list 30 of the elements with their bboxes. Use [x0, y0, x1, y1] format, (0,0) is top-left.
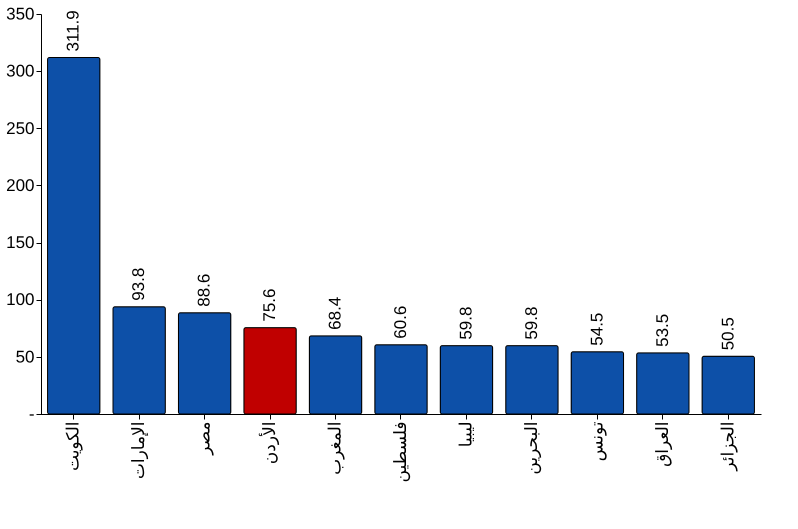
data-label: 59.8	[456, 306, 476, 340]
data-label: 93.8	[129, 268, 148, 301]
data-label: 88.6	[194, 274, 214, 307]
x-tick-label: الكويت	[64, 422, 84, 471]
y-tick-label: 200	[6, 176, 34, 195]
data-label: 75.6	[260, 288, 280, 322]
y-tick-label: 50	[16, 347, 34, 366]
y-tick-label: 100	[6, 290, 34, 310]
data-label: 53.5	[652, 314, 672, 347]
data-label: 68.4	[326, 296, 345, 330]
x-tick-label: الإمارات	[129, 422, 150, 480]
data-label: 60.6	[391, 306, 410, 339]
y-tick-label: 300	[6, 62, 34, 81]
x-tick-label: فلسطين	[391, 422, 411, 482]
y-tick-label: 150	[6, 233, 34, 252]
x-tick-label: ليبيا	[456, 422, 476, 448]
x-tick-label: تونس	[587, 421, 608, 462]
y-tick-label: -	[28, 404, 34, 424]
x-tick-label: الجزائر	[718, 422, 738, 472]
data-label: 54.5	[587, 312, 606, 346]
data-label: 50.5	[718, 317, 738, 350]
x-tick-label: البحرين	[522, 422, 542, 475]
x-tick-label: مصر	[194, 422, 215, 456]
data-label: 311.9	[64, 10, 83, 52]
x-tick-label: الأردن	[258, 422, 280, 464]
data-label: 59.8	[522, 306, 541, 340]
y-tick-label: 250	[6, 118, 34, 138]
y-tick-label: 350	[6, 4, 34, 24]
x-tick-label: العراق	[652, 422, 673, 467]
x-tick-label: المغرب	[326, 422, 346, 475]
